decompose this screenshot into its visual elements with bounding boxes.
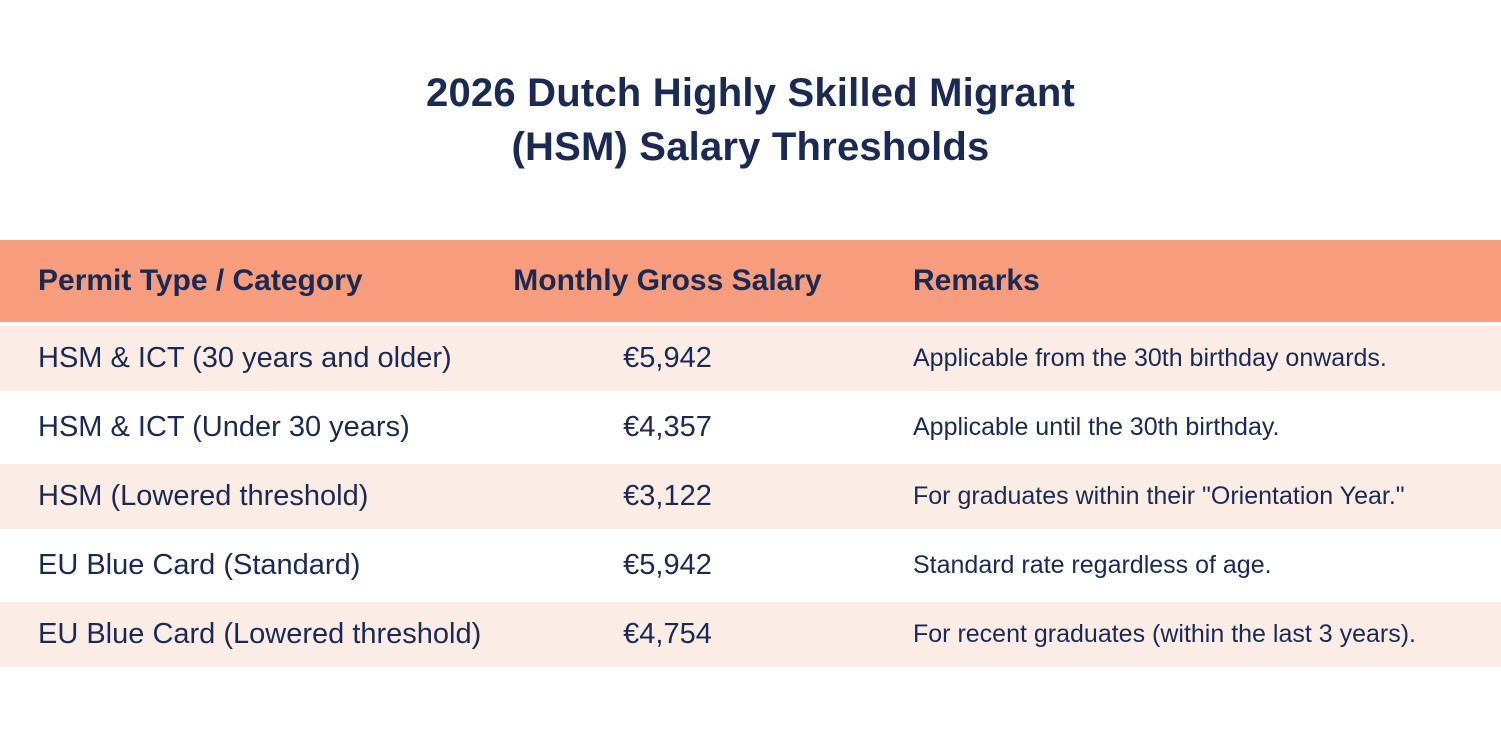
- cell-salary: €5,942: [623, 549, 712, 581]
- header-cell-salary: Monthly Gross Salary: [513, 264, 822, 297]
- header-cell-category: Permit Type / Category: [38, 264, 363, 297]
- cell-remark: Applicable from the 30th birthday onward…: [913, 344, 1387, 372]
- cell-salary: €4,754: [623, 618, 712, 650]
- salary-threshold-table: Permit Type / Category Monthly Gross Sal…: [0, 240, 1501, 671]
- cell-remark: For recent graduates (within the last 3 …: [913, 620, 1417, 648]
- table-row: HSM & ICT (30 years and older) €5,942 Ap…: [0, 326, 1501, 391]
- page-title-line-2: (HSM) Salary Thresholds: [511, 125, 990, 169]
- cell-category: EU Blue Card (Standard): [38, 549, 361, 581]
- cell-salary: €4,357: [623, 411, 712, 443]
- table-row: HSM & ICT (Under 30 years) €4,357 Applic…: [0, 395, 1501, 460]
- table-header-row: Permit Type / Category Monthly Gross Sal…: [0, 240, 1501, 322]
- cell-category: HSM (Lowered threshold): [38, 480, 369, 512]
- cell-category: HSM & ICT (30 years and older): [38, 342, 452, 374]
- cell-remark: Applicable until the 30th birthday.: [913, 413, 1280, 441]
- cell-remark: For graduates within their "Orientation …: [913, 482, 1405, 510]
- table-row: EU Blue Card (Lowered threshold) €4,754 …: [0, 602, 1501, 667]
- table-row: HSM (Lowered threshold) €3,122 For gradu…: [0, 464, 1501, 529]
- cell-salary: €3,122: [623, 480, 712, 512]
- header-cell-remarks: Remarks: [913, 264, 1040, 297]
- cell-category: EU Blue Card (Lowered threshold): [38, 618, 482, 650]
- table-row: EU Blue Card (Standard) €5,942 Standard …: [0, 533, 1501, 598]
- cell-salary: €5,942: [623, 342, 712, 374]
- cell-category: HSM & ICT (Under 30 years): [38, 411, 410, 443]
- page-title-line-1: 2026 Dutch Highly Skilled Migrant: [426, 71, 1075, 115]
- page-title: 2026 Dutch Highly Skilled Migrant (HSM) …: [0, 66, 1501, 174]
- cell-remark: Standard rate regardless of age.: [913, 551, 1272, 579]
